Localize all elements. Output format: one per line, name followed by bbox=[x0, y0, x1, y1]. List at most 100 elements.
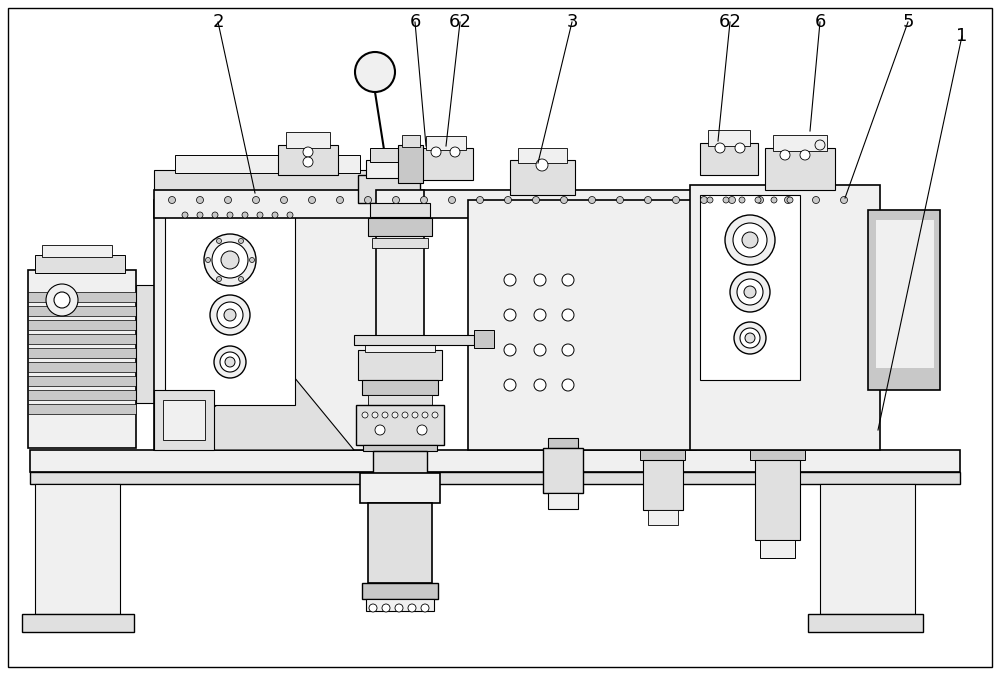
Text: 2: 2 bbox=[212, 13, 224, 31]
Circle shape bbox=[210, 295, 250, 335]
Bar bbox=[876, 220, 934, 368]
Circle shape bbox=[840, 196, 848, 203]
Circle shape bbox=[739, 197, 745, 203]
Circle shape bbox=[355, 52, 395, 92]
Circle shape bbox=[224, 309, 236, 321]
Circle shape bbox=[450, 147, 460, 157]
Bar bbox=[365, 340, 435, 352]
Circle shape bbox=[534, 344, 546, 356]
Bar bbox=[640, 450, 685, 460]
Circle shape bbox=[417, 425, 427, 435]
Circle shape bbox=[212, 212, 218, 218]
Circle shape bbox=[560, 196, 568, 203]
Circle shape bbox=[303, 147, 313, 157]
Circle shape bbox=[707, 197, 713, 203]
Bar bbox=[28, 390, 136, 400]
Circle shape bbox=[735, 143, 745, 153]
Bar bbox=[760, 540, 795, 558]
Circle shape bbox=[815, 140, 825, 150]
Bar bbox=[808, 614, 923, 632]
Circle shape bbox=[737, 279, 763, 305]
Bar bbox=[354, 335, 474, 345]
Circle shape bbox=[182, 212, 188, 218]
Circle shape bbox=[272, 212, 278, 218]
Bar bbox=[548, 493, 578, 509]
Circle shape bbox=[375, 425, 385, 435]
Circle shape bbox=[740, 328, 760, 348]
Circle shape bbox=[46, 284, 78, 316]
Circle shape bbox=[504, 344, 516, 356]
Circle shape bbox=[395, 604, 403, 612]
Circle shape bbox=[771, 197, 777, 203]
Bar bbox=[35, 255, 125, 273]
Circle shape bbox=[644, 196, 652, 203]
Bar bbox=[175, 155, 360, 173]
Circle shape bbox=[250, 257, 254, 263]
Circle shape bbox=[242, 212, 248, 218]
Circle shape bbox=[755, 197, 761, 203]
Circle shape bbox=[336, 196, 344, 203]
Bar bbox=[518, 148, 567, 163]
Circle shape bbox=[168, 196, 176, 203]
Circle shape bbox=[257, 212, 263, 218]
Circle shape bbox=[723, 197, 729, 203]
Circle shape bbox=[432, 412, 438, 418]
Bar bbox=[28, 292, 136, 302]
Bar bbox=[28, 362, 136, 372]
Bar bbox=[28, 306, 136, 316]
Bar bbox=[402, 135, 420, 147]
Bar bbox=[376, 190, 424, 420]
Bar bbox=[750, 450, 805, 460]
Circle shape bbox=[744, 286, 756, 298]
Bar bbox=[370, 203, 430, 217]
Circle shape bbox=[431, 147, 441, 157]
Bar bbox=[474, 330, 494, 348]
Circle shape bbox=[534, 309, 546, 321]
Bar bbox=[543, 448, 583, 493]
Circle shape bbox=[420, 196, 428, 203]
Circle shape bbox=[216, 238, 222, 244]
Circle shape bbox=[252, 196, 260, 203]
Bar bbox=[368, 395, 432, 405]
Bar bbox=[28, 376, 136, 386]
Circle shape bbox=[217, 302, 243, 328]
Circle shape bbox=[303, 157, 313, 167]
Circle shape bbox=[745, 333, 755, 343]
Circle shape bbox=[742, 232, 758, 248]
Bar bbox=[286, 132, 330, 148]
Circle shape bbox=[757, 196, 764, 203]
Circle shape bbox=[505, 196, 512, 203]
Circle shape bbox=[220, 352, 240, 372]
Bar bbox=[548, 438, 578, 448]
Circle shape bbox=[287, 212, 293, 218]
Bar bbox=[278, 145, 338, 175]
Circle shape bbox=[216, 277, 222, 281]
Circle shape bbox=[197, 212, 203, 218]
Circle shape bbox=[536, 159, 548, 171]
Text: 3: 3 bbox=[566, 13, 578, 31]
Text: 62: 62 bbox=[719, 13, 741, 31]
Circle shape bbox=[734, 322, 766, 354]
Circle shape bbox=[725, 215, 775, 265]
Bar bbox=[468, 200, 696, 450]
Bar bbox=[700, 195, 800, 380]
Circle shape bbox=[239, 238, 244, 244]
Polygon shape bbox=[154, 360, 354, 450]
Circle shape bbox=[733, 223, 767, 257]
Circle shape bbox=[730, 272, 770, 312]
Circle shape bbox=[196, 196, 204, 203]
Circle shape bbox=[562, 274, 574, 286]
Bar bbox=[755, 460, 800, 540]
Text: 6: 6 bbox=[814, 13, 826, 31]
Text: 6: 6 bbox=[409, 13, 421, 31]
Circle shape bbox=[225, 357, 235, 367]
Bar bbox=[362, 380, 438, 395]
Bar bbox=[22, 614, 134, 632]
Bar bbox=[418, 148, 473, 180]
Circle shape bbox=[812, 196, 820, 203]
Bar bbox=[356, 405, 444, 445]
Bar bbox=[358, 350, 442, 380]
Bar bbox=[366, 160, 412, 178]
Circle shape bbox=[715, 143, 725, 153]
Circle shape bbox=[239, 277, 244, 281]
